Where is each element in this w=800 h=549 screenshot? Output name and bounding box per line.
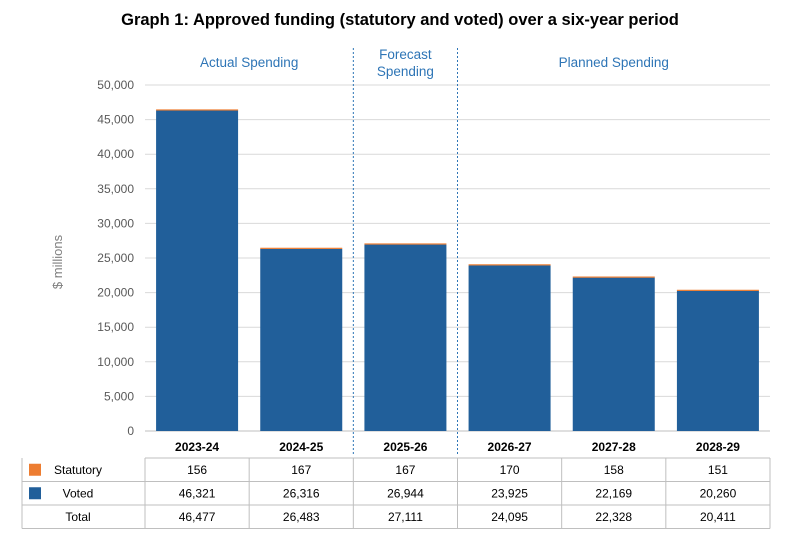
table-cell-value: 151 [708,463,728,477]
table-cell-value: 23,925 [491,486,528,500]
statutory-legend-swatch [29,463,41,476]
section-labels: Actual Spending Forecast Spending Planned S… [200,47,669,455]
y-tick-label: 25,000 [97,251,134,265]
y-axis-ticks: 0 5,000 10,000 15,000 20,000 25,000 30,000 35,0… [97,78,134,438]
data-table: Statutory 156 167 167 170 158 151 Voted 46,321 26… [21,457,771,529]
table-cell-value: 167 [395,463,415,477]
x-axis-categories: 2023-24 2024-25 2025-26 2026-27 2027-28 2028-… [175,440,740,454]
table-cell-value: 46,321 [179,486,216,500]
table-cell-value: 170 [500,463,520,477]
y-axis-label: $ millions [50,234,65,289]
bars [156,109,759,431]
x-category-label: 2026-27 [488,440,532,454]
table-cell-value: 156 [187,463,207,477]
x-category-label: 2025-26 [383,440,427,454]
y-tick-label: 5,000 [104,389,134,403]
bar-voted [260,248,343,431]
bar-statutory [468,264,551,266]
y-tick-label: 30,000 [97,216,134,230]
table-cell-value: 20,260 [700,486,737,500]
table-cell-value: 22,169 [595,486,632,500]
x-category-label: 2023-24 [175,440,219,454]
chart-title: Graph 1: Approved funding (statutory and… [121,11,679,29]
bar-statutory [676,289,759,291]
table-cell-value: 26,316 [283,486,320,500]
y-tick-label: 20,000 [97,286,134,300]
table-cell-value: 24,095 [491,510,528,524]
table-row-label: Total [65,510,90,524]
x-category-label: 2024-25 [279,440,323,454]
table-cell-value: 158 [604,463,624,477]
y-tick-label: 50,000 [97,78,134,92]
y-tick-label: 15,000 [97,320,134,334]
y-tick-label: 10,000 [97,355,134,369]
bar-voted [156,110,239,431]
voted-legend-swatch [29,487,41,500]
y-tick-label: 40,000 [97,147,134,161]
section-label: Planned Spending [559,55,669,70]
y-tick-label: 45,000 [97,113,134,127]
table-cell-value: 167 [291,463,311,477]
table-row-label: Voted [63,486,94,500]
y-tick-label: 35,000 [97,182,134,196]
bar-voted [468,265,551,431]
table-cell-value: 26,944 [387,486,424,500]
table-cell-value: 20,411 [700,510,736,524]
bar-statutory [364,243,447,245]
y-tick-label: 0 [127,424,134,438]
bar-voted [676,290,759,431]
table-cell-value: 27,111 [388,510,423,524]
table-row-label: Statutory [54,463,102,477]
bar-statutory [572,276,655,278]
section-label: Forecast [379,47,432,62]
x-category-label: 2027-28 [592,440,636,454]
table-cell-value: 46,477 [179,510,216,524]
x-category-label: 2028-29 [696,440,740,454]
bar-statutory [260,247,343,249]
bar-voted [572,277,655,431]
section-label: Spending [377,64,434,79]
table-cell-value: 26,483 [283,510,320,524]
table-cell-value: 22,328 [595,510,632,524]
section-label: Actual Spending [200,55,298,70]
bar-voted [364,244,447,431]
bar-statutory [156,109,239,111]
